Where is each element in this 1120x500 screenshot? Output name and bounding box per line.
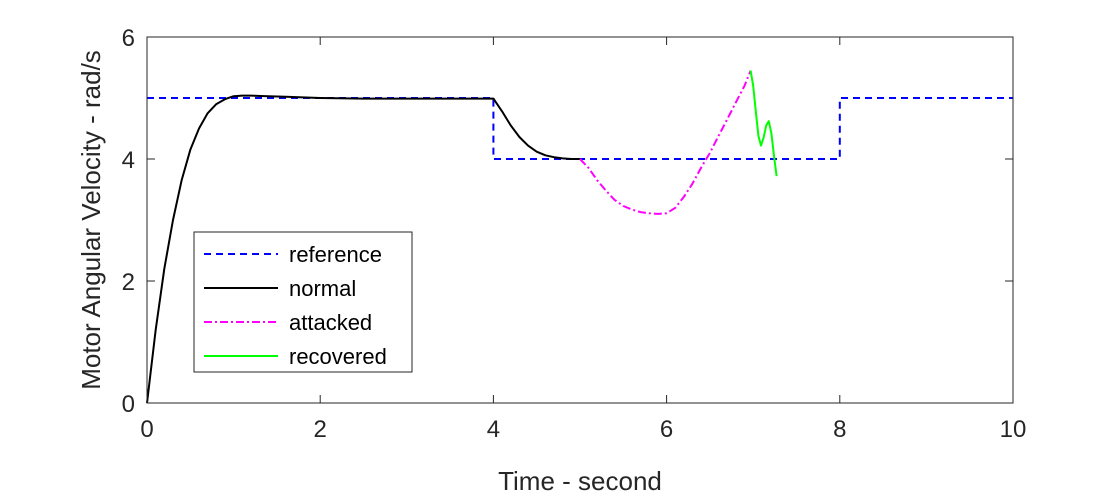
x-tick-label: 8 bbox=[833, 416, 846, 443]
y-tick-label: 6 bbox=[122, 25, 135, 52]
series-line-recovered bbox=[749, 70, 778, 177]
axes: 0 2 4 6 8 10 0 2 4 6 bbox=[122, 25, 1027, 443]
x-tick-label: 6 bbox=[660, 416, 673, 443]
legend-label-reference: reference bbox=[289, 242, 382, 267]
y-tick-label: 4 bbox=[122, 147, 135, 174]
legend-label-attacked: attacked bbox=[289, 310, 372, 335]
x-tick-label: 2 bbox=[314, 416, 327, 443]
y-tick-label: 2 bbox=[122, 269, 135, 296]
x-tick-label: 10 bbox=[1000, 416, 1027, 443]
x-axis-label: Time - second bbox=[498, 466, 662, 496]
legend-label-normal: normal bbox=[289, 276, 356, 301]
y-tick-label: 0 bbox=[122, 391, 135, 418]
plot-area bbox=[146, 70, 1013, 404]
axes-box bbox=[146, 36, 1014, 404]
x-tick-label: 0 bbox=[140, 416, 153, 443]
legend: reference normal attacked recovered bbox=[193, 231, 413, 373]
series-line-reference bbox=[147, 97, 1013, 160]
series-line-normal bbox=[146, 94, 580, 404]
y-axis-label: Motor Angular Velocity - rad/s bbox=[76, 50, 106, 390]
legend-box bbox=[193, 231, 413, 373]
legend-label-recovered: recovered bbox=[289, 344, 387, 369]
x-tick-label: 4 bbox=[487, 416, 500, 443]
series-line-attacked bbox=[579, 70, 752, 215]
